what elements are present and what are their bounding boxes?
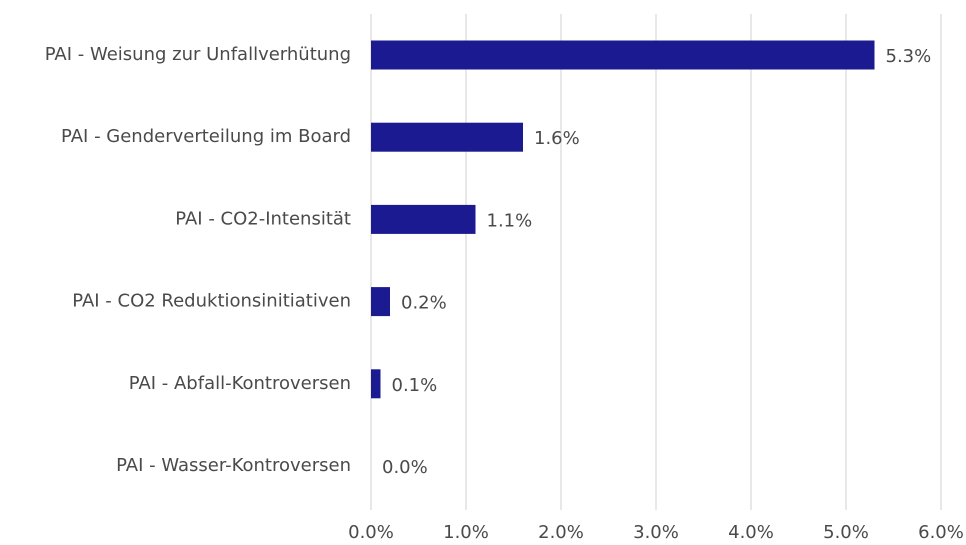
- x-tick-label: 0.0%: [348, 522, 394, 543]
- bar: [371, 204, 476, 234]
- x-tick-label: 5.0%: [823, 522, 869, 543]
- x-tick-label: 6.0%: [918, 522, 964, 543]
- bar: [371, 369, 381, 399]
- y-tick-label: PAI - CO2 Reduktionsinitiativen: [72, 291, 351, 312]
- y-tick-label: PAI - Wasser-Kontroversen: [116, 455, 351, 476]
- value-label: 5.3%: [886, 46, 932, 67]
- y-tick-label: PAI - Genderverteilung im Board: [61, 126, 351, 147]
- value-label: 1.1%: [487, 210, 533, 231]
- bar: [371, 40, 875, 70]
- y-tick-label: PAI - Weisung zur Unfallverhütung: [45, 44, 351, 65]
- value-label: 0.2%: [401, 293, 447, 314]
- x-tick-label: 4.0%: [728, 522, 774, 543]
- value-label: 1.6%: [534, 128, 580, 149]
- x-tick-label: 3.0%: [633, 522, 679, 543]
- bar: [371, 122, 523, 152]
- x-tick-label: 1.0%: [443, 522, 489, 543]
- bar: [371, 287, 390, 317]
- y-tick-label: PAI - Abfall-Kontroversen: [129, 373, 351, 394]
- x-tick-label: 2.0%: [538, 522, 584, 543]
- value-label: 0.1%: [392, 375, 438, 396]
- value-label: 0.0%: [382, 457, 428, 478]
- y-tick-label: PAI - CO2-Intensität: [175, 208, 351, 229]
